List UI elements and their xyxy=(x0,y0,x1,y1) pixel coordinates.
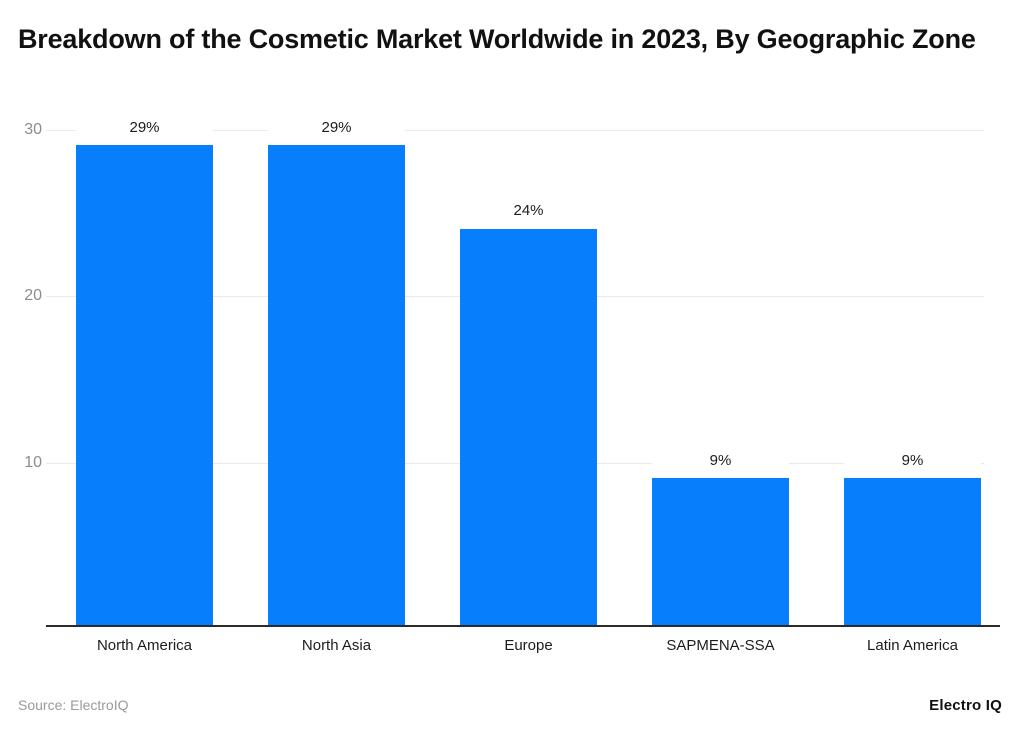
gridline-30 xyxy=(46,130,984,131)
bar-value-latin-america: 9% xyxy=(844,452,981,469)
bar-sapmena-ssa[interactable] xyxy=(652,478,789,626)
y-axis-tick-10: 10 xyxy=(24,454,42,471)
bar-north-asia[interactable] xyxy=(268,145,405,626)
x-axis-label-north-america: North America xyxy=(96,637,193,654)
bar-europe[interactable] xyxy=(460,229,597,626)
x-axis-label-sapmena-ssa: SAPMENA-SSA xyxy=(666,637,775,654)
x-axis-label-latin-america: Latin America xyxy=(867,637,958,654)
bar-latin-america[interactable] xyxy=(844,478,981,626)
y-axis-tick-20: 20 xyxy=(24,287,42,304)
x-axis-label-europe: Europe xyxy=(504,637,553,654)
y-axis-tick-30: 30 xyxy=(24,121,42,138)
page-title: Breakdown of the Cosmetic Market Worldwi… xyxy=(18,24,976,54)
bar-value-north-america: 29% xyxy=(76,119,213,136)
bar-value-sapmena-ssa: 9% xyxy=(652,452,789,469)
bar-north-america[interactable] xyxy=(76,145,213,626)
x-axis-label-north-asia: North Asia xyxy=(301,637,372,654)
bar-value-europe: 24% xyxy=(460,202,597,219)
bar-value-north-asia: 29% xyxy=(268,119,405,136)
x-axis-line xyxy=(46,625,1000,627)
brand-logo: Electro IQ xyxy=(929,697,1002,714)
source-attribution: Source: ElectroIQ xyxy=(18,697,129,713)
